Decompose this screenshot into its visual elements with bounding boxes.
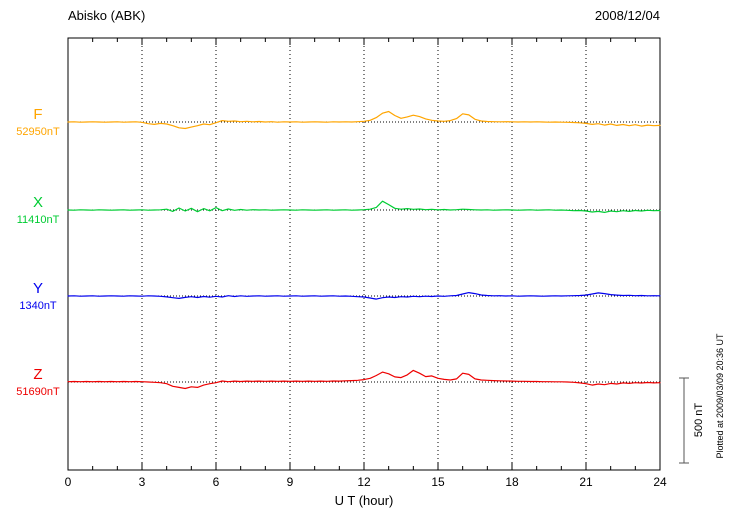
trace-F	[67, 110, 661, 130]
trace-Z	[67, 369, 661, 390]
tick-label: 24	[653, 475, 667, 489]
scale-bar-label: 500 nT	[693, 402, 705, 438]
series-baseline-X: 11410nT	[16, 214, 60, 226]
tick-label: 9	[287, 475, 294, 489]
plot-date: 2008/12/04	[594, 8, 660, 23]
series-label-Y: Y	[32, 280, 43, 297]
tick-label: 15	[431, 475, 445, 489]
series-label-F: F	[33, 106, 43, 123]
tick-label: 6	[213, 475, 220, 489]
station-title: Abisko (ABK)	[68, 8, 146, 23]
series-label-Z: Z	[33, 366, 43, 383]
trace-X	[67, 200, 661, 213]
tick-label: 18	[505, 475, 519, 489]
series-baseline-F: 52950nT	[16, 126, 60, 138]
series-baseline-Y: 1340nT	[19, 300, 57, 312]
series-baseline-Z: 51690nT	[16, 386, 60, 398]
x-axis-label: U T (hour)	[334, 493, 394, 508]
tick-label: 21	[579, 475, 593, 489]
tick-label: 3	[139, 475, 146, 489]
plotted-at-note: Plotted at 2009/03/09 20:36 UT	[715, 333, 725, 459]
trace-Y	[67, 292, 661, 300]
tick-label: 0	[65, 475, 72, 489]
series-label-X: X	[32, 194, 43, 211]
tick-label: 12	[357, 475, 371, 489]
